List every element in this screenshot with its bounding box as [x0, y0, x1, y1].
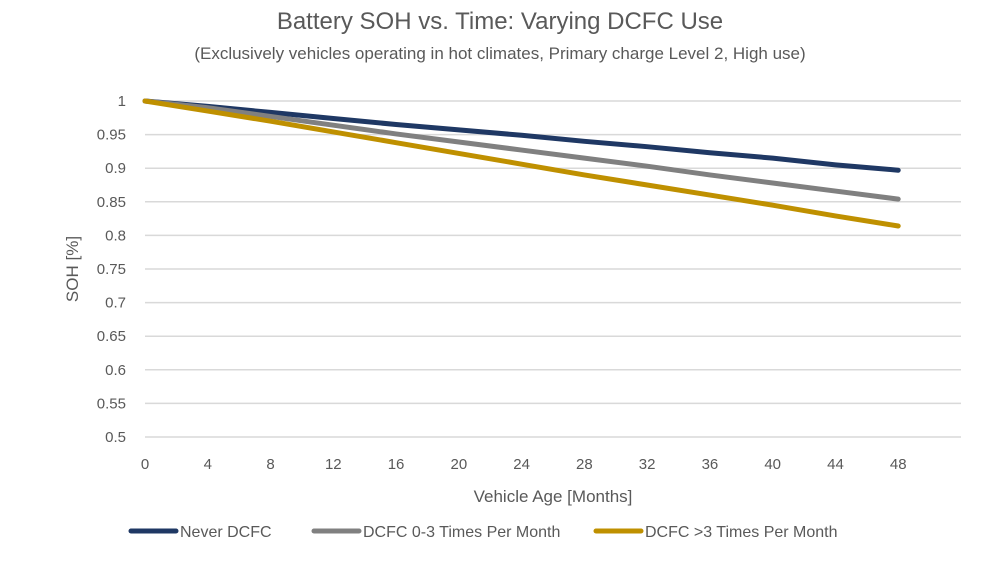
series-line-2 [142, 98, 901, 202]
x-tick-label: 40 [764, 456, 781, 473]
series-line-1 [142, 98, 901, 173]
y-tick-label: 0.75 [97, 261, 126, 278]
y-tick-label: 0.65 [97, 328, 126, 345]
x-tick-label: 16 [388, 456, 405, 473]
legend-label: DCFC >3 Times Per Month [645, 524, 838, 541]
x-tick-label: 8 [266, 456, 274, 473]
x-axis-label: Vehicle Age [Months] [474, 487, 633, 506]
x-tick-label: 24 [513, 456, 530, 473]
x-tick-label: 4 [204, 456, 212, 473]
x-tick-label: 0 [141, 456, 149, 473]
x-tick-label: 36 [702, 456, 719, 473]
series-line-3 [142, 98, 901, 229]
y-tick-label: 0.55 [97, 395, 126, 412]
y-tick-label: 0.6 [105, 362, 126, 379]
x-tick-label: 12 [325, 456, 342, 473]
y-tick-label: 0.7 [105, 295, 126, 312]
y-tick-label: 0.5 [105, 429, 126, 446]
y-tick-label: 1 [118, 93, 126, 110]
x-tick-label: 20 [451, 456, 468, 473]
x-tick-label: 32 [639, 456, 656, 473]
x-tick-label: 48 [890, 456, 907, 473]
chart-subtitle: (Exclusively vehicles operating in hot c… [194, 44, 806, 63]
y-tick-label: 0.9 [105, 160, 126, 177]
y-tick-label: 0.85 [97, 194, 126, 211]
x-tick-label: 28 [576, 456, 593, 473]
y-axis-label: SOH [%] [63, 236, 82, 302]
y-tick-label: 0.95 [97, 127, 126, 144]
y-tick-label: 0.8 [105, 227, 126, 244]
legend-label: DCFC 0-3 Times Per Month [363, 524, 560, 541]
chart-title: Battery SOH vs. Time: Varying DCFC Use [276, 8, 724, 35]
x-tick-label: 44 [827, 456, 844, 473]
legend-label: Never DCFC [180, 524, 272, 541]
